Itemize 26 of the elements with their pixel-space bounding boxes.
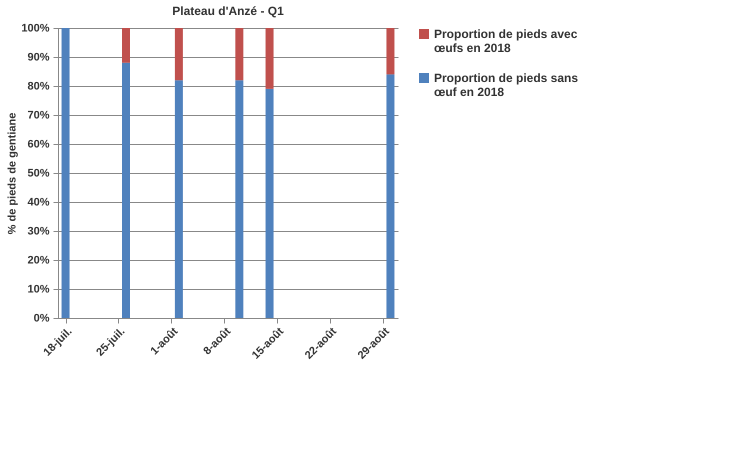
y-tick-label: 70%: [27, 110, 50, 122]
y-tick-label: 50%: [27, 168, 50, 180]
y-tick-label: 80%: [27, 80, 50, 92]
y-tick-label: 40%: [27, 196, 50, 208]
y-tick-label: 10%: [27, 284, 50, 296]
bar: [235, 80, 244, 318]
bar: [62, 28, 70, 318]
bar: [174, 80, 183, 318]
y-tick-label: 60%: [27, 138, 50, 150]
bar: [122, 62, 130, 318]
y-tick-label: 30%: [27, 226, 50, 238]
bar: [266, 28, 274, 89]
bar: [174, 28, 183, 80]
y-tick-label: 0%: [34, 312, 50, 324]
y-tick-label: 100%: [21, 22, 50, 34]
bar: [386, 28, 394, 74]
y-axis-title: % de pieds de gentiane: [6, 112, 18, 234]
chart-title: Plateau d'Anzé - Q1: [172, 4, 284, 18]
bar: [386, 74, 394, 318]
bar: [122, 28, 130, 63]
y-tick-label: 20%: [27, 254, 50, 266]
bar: [266, 88, 274, 318]
y-tick-label: 90%: [27, 52, 50, 64]
legend-label: Proportion de pieds sans œuf en 2018: [434, 71, 578, 99]
legend-label: Proportion de pieds avec œufs en 2018: [434, 27, 578, 55]
bar: [235, 28, 244, 80]
